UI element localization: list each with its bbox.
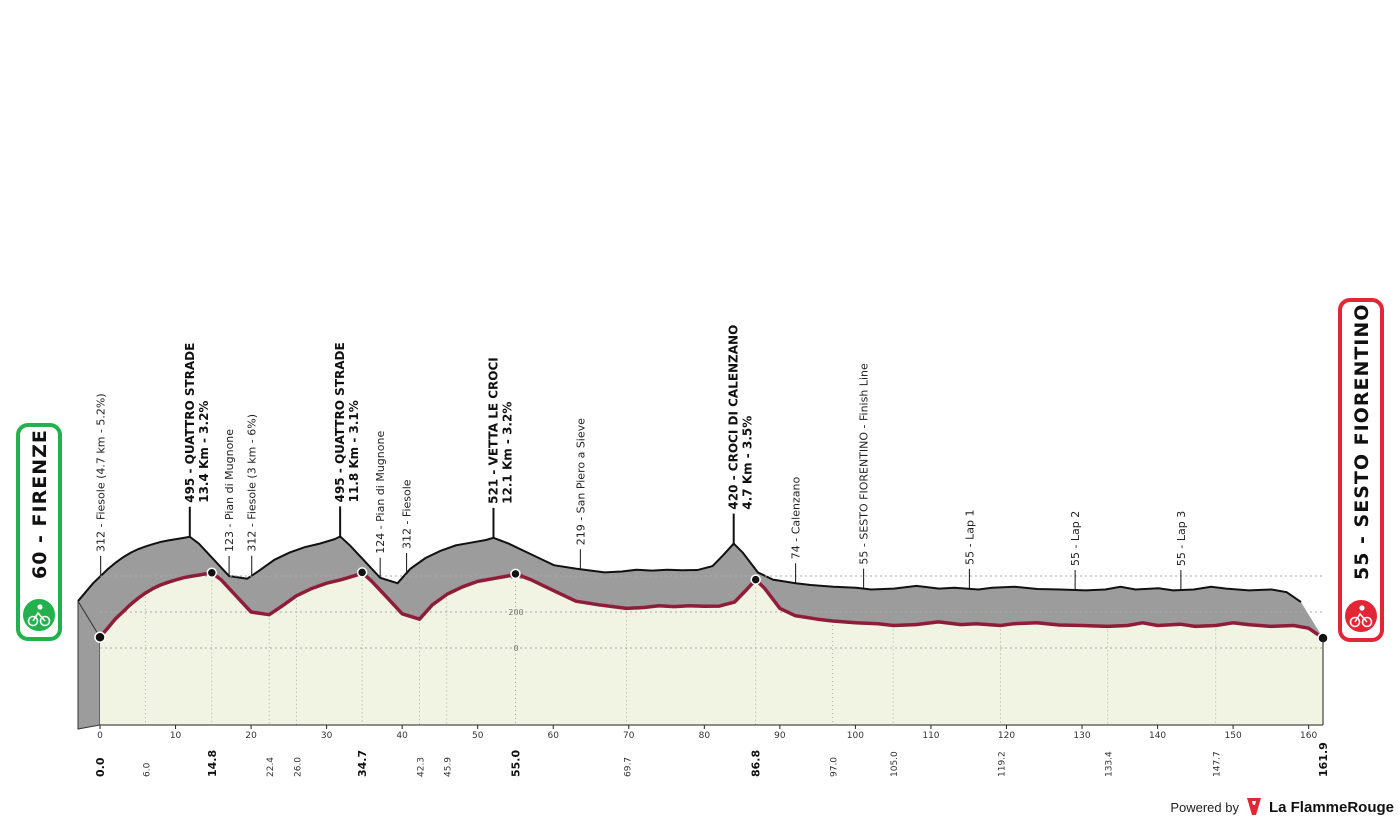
route-line-layer bbox=[94, 567, 1329, 644]
x-tick-label: 40 bbox=[396, 731, 408, 741]
waypoint-label: 219 - San Piero a Sieve bbox=[574, 418, 587, 545]
waypoint-label: 124 - Pian di Mugnone bbox=[374, 431, 387, 554]
x-tick-label: 110 bbox=[922, 731, 939, 741]
km-marker-label: 133.4 bbox=[1105, 751, 1115, 777]
x-tick-label: 160 bbox=[1300, 731, 1317, 741]
powered-by-text: Powered by bbox=[1170, 799, 1239, 815]
waypoint-labels: 312 - Fiesole (4.7 km - 5.2%) 495 - QUATT… bbox=[95, 325, 1188, 591]
waypoint-label: 495 - QUATTRO STRADE bbox=[183, 343, 197, 503]
badges: 60 - FIRENZE 55 - SESTO FIORENTINO bbox=[16, 298, 1384, 642]
x-tick-label: 150 bbox=[1225, 731, 1242, 741]
summit-point bbox=[750, 574, 761, 585]
footer: Powered by La FlammeRouge bbox=[1170, 795, 1394, 819]
km-marker-label: 14.8 bbox=[206, 750, 219, 777]
km-marker-label: 22.4 bbox=[266, 757, 276, 777]
km-marker-label: 119.2 bbox=[997, 751, 1007, 777]
profile-shadow bbox=[78, 536, 1323, 639]
waypoint-label: 495 - QUATTRO STRADE bbox=[333, 342, 347, 502]
y-tick-label: 200 bbox=[508, 608, 523, 617]
x-tick-label: 70 bbox=[623, 731, 635, 741]
km-marker-label: 34.7 bbox=[356, 750, 369, 777]
start-point bbox=[94, 631, 106, 643]
cyclist-icon-wheel bbox=[1349, 616, 1361, 628]
finish-badge-text: 55 - SESTO FIORENTINO bbox=[1351, 304, 1373, 580]
waypoint-label: 55 - Lap 2 bbox=[1069, 511, 1082, 566]
km-marker-label: 42.3 bbox=[417, 757, 427, 777]
finish-badge: 55 - SESTO FIORENTINO bbox=[1338, 298, 1384, 642]
x-tick-label: 60 bbox=[548, 731, 560, 741]
start-badge: 60 - FIRENZE bbox=[16, 423, 62, 641]
km-marker-label: 97.0 bbox=[830, 757, 840, 777]
y-tick-label: 0 bbox=[513, 644, 518, 653]
summit-point bbox=[206, 567, 218, 579]
cyclist-icon-wheel bbox=[1361, 616, 1373, 628]
waypoint-label: 420 - CROCI DI CALENZANO bbox=[727, 325, 741, 510]
km-marker-label: 55.0 bbox=[509, 750, 522, 777]
cyclist-icon-head bbox=[37, 604, 43, 610]
x-tick-label: 50 bbox=[472, 731, 484, 741]
km-marker-label: 45.9 bbox=[444, 757, 454, 777]
waypoint-label: 123 - Pian di Mugnone bbox=[223, 429, 236, 552]
x-axis: 0 10 20 30 40 50 60 70 80 90 100 110 120 130 140 150 160 bbox=[97, 638, 1324, 741]
profile-ridge-line bbox=[77, 535, 1302, 603]
waypoint-label: 55 - Lap 1 bbox=[963, 510, 976, 565]
profile-fill-layer bbox=[100, 572, 1323, 725]
waypoint-label: 312 - Fiesole (4.7 km - 5.2%) bbox=[95, 393, 108, 552]
waypoint-sublabel: 12.1 Km - 3.2% bbox=[500, 402, 514, 504]
cyclist-icon-wheel bbox=[27, 615, 39, 627]
start-badge-text: 60 - FIRENZE bbox=[29, 429, 51, 579]
km-marker-label: 0.0 bbox=[94, 757, 107, 777]
x-tick-label: 80 bbox=[699, 731, 711, 741]
km-marker-label: 147.7 bbox=[1213, 751, 1223, 777]
route-line bbox=[98, 570, 1324, 640]
waypoint-label: 55 - SESTO FIORENTINO - Finish Line bbox=[858, 363, 871, 565]
km-marker-label: 105.0 bbox=[890, 751, 900, 777]
waypoint-sublabel: 13.4 Km - 3.2% bbox=[197, 401, 211, 503]
km-marker-label: 161.9 bbox=[1317, 742, 1330, 777]
cyclist-icon-head bbox=[1359, 605, 1365, 611]
waypoint-sublabel: 11.8 Km - 3.1% bbox=[347, 400, 361, 502]
brand-name[interactable]: La FlammeRouge bbox=[1268, 798, 1394, 816]
waypoint-label: 74 - Calenzano bbox=[790, 477, 803, 560]
x-tick-label: 10 bbox=[170, 731, 182, 741]
km-marker-label: 86.8 bbox=[750, 750, 763, 777]
waypoint-label: 521 - VETTA LE CROCI bbox=[486, 357, 500, 504]
cyclist-icon-frame bbox=[32, 611, 46, 622]
waypoint-label: 55 - Lap 3 bbox=[1175, 511, 1188, 566]
cyclist-icon-frame bbox=[1354, 612, 1368, 623]
x-tick-label: 140 bbox=[1149, 731, 1166, 741]
gridlines: 0200400 bbox=[100, 572, 1323, 725]
summit-point bbox=[356, 567, 368, 578]
waypoint-sublabel: 4.7 Km - 3.5% bbox=[741, 416, 755, 510]
km-marker-labels: 0.0 6.0 14.8 22.4 26.0 34.7 42.3 45.9 55.0 69.7 86… bbox=[94, 742, 1330, 777]
km-marker-label: 6.0 bbox=[142, 762, 152, 777]
waypoint-label: 312 - Fiesole (3 km - 6%) bbox=[246, 414, 259, 552]
profile-shadow-layer bbox=[77, 535, 1323, 730]
flamme-rouge-logo-icon bbox=[1246, 798, 1261, 815]
x-tick-label: 130 bbox=[1073, 731, 1090, 741]
x-tick-label: 90 bbox=[774, 731, 786, 741]
x-tick-label: 30 bbox=[321, 731, 333, 741]
waypoint-label: 312 - Fiesole bbox=[401, 479, 414, 549]
finish-badge-frame bbox=[1338, 298, 1384, 642]
x-tick-label: 0 bbox=[97, 731, 103, 741]
summit-point bbox=[510, 568, 521, 580]
x-tick-label: 120 bbox=[998, 731, 1015, 741]
profile-area bbox=[100, 572, 1323, 725]
start-badge-frame bbox=[16, 423, 62, 641]
cyclist-icon-wheel bbox=[39, 615, 51, 627]
km-marker-label: 69.7 bbox=[624, 757, 634, 777]
x-tick-label: 20 bbox=[245, 731, 257, 741]
x-tick-label: 100 bbox=[847, 731, 864, 741]
km-marker-label: 26.0 bbox=[293, 757, 303, 777]
